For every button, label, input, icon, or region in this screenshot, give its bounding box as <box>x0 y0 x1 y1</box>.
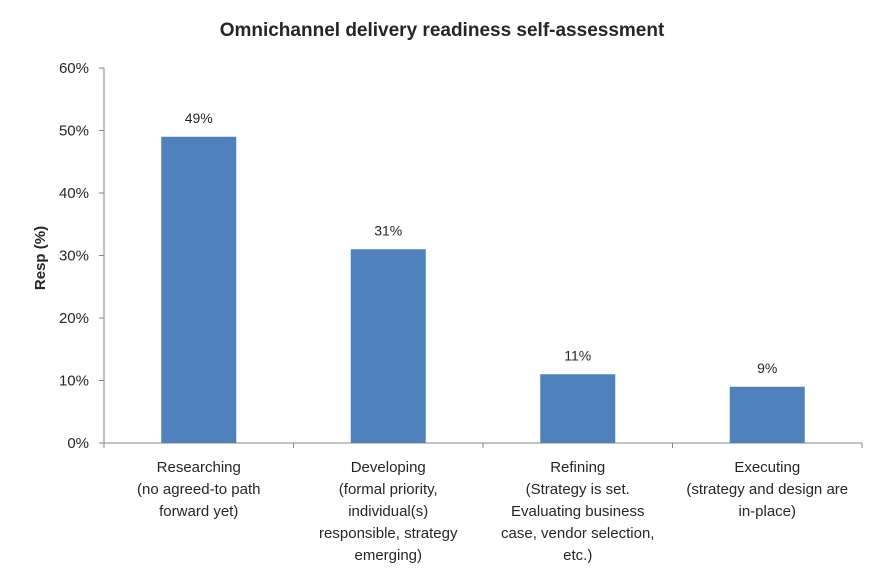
data-label: 9% <box>757 360 777 376</box>
category-labels: Researching (no agreed-to path forward yet… <box>103 443 863 564</box>
x-tick-label: emerging) <box>354 547 422 564</box>
y-tick-label: 60% <box>59 60 89 77</box>
bar <box>540 374 616 443</box>
bar <box>350 249 426 443</box>
x-tick-label: Refining <box>550 459 605 476</box>
y-tick-label: 20% <box>59 310 89 327</box>
y-axis-label: Resp (%) <box>32 226 49 290</box>
bar <box>729 386 805 443</box>
bar <box>161 136 237 443</box>
x-tick-label: Developing <box>351 459 426 476</box>
y-tick-label: 10% <box>59 373 89 390</box>
y-tick-label: 30% <box>59 248 89 265</box>
x-tick-label: (Strategy is set. <box>526 481 630 498</box>
x-tick-label: in-place) <box>738 503 796 520</box>
x-tick-label: (formal priority, <box>339 481 438 498</box>
data-label: 49% <box>185 110 213 126</box>
data-label: 11% <box>564 347 591 363</box>
bars <box>161 136 805 443</box>
x-tick-label: Evaluating business <box>511 503 644 520</box>
x-tick-label: responsible, strategy <box>319 525 458 542</box>
x-tick-label: (strategy and design are <box>686 481 848 498</box>
x-tick-label: individual(s) <box>348 503 428 520</box>
x-tick-label: etc.) <box>563 547 592 564</box>
data-labels: 49% 31% 11% 9% <box>185 110 778 376</box>
y-tick-label: 50% <box>59 123 89 140</box>
x-tick-label: Researching <box>157 459 241 476</box>
x-tick-label: case, vendor selection, <box>501 525 654 542</box>
x-tick-label: Executing <box>734 459 800 476</box>
y-tick-label: 0% <box>67 435 89 452</box>
y-tick-label: 40% <box>59 185 89 202</box>
chart-title: Omnichannel delivery readiness self-asse… <box>220 20 665 41</box>
x-tick-label: (no agreed-to path <box>137 481 260 498</box>
y-axis-ticks: 0% 10% 20% 30% 40% 50% 60% <box>59 60 104 452</box>
data-label: 31% <box>374 222 402 238</box>
x-tick-label: forward yet) <box>159 503 238 520</box>
